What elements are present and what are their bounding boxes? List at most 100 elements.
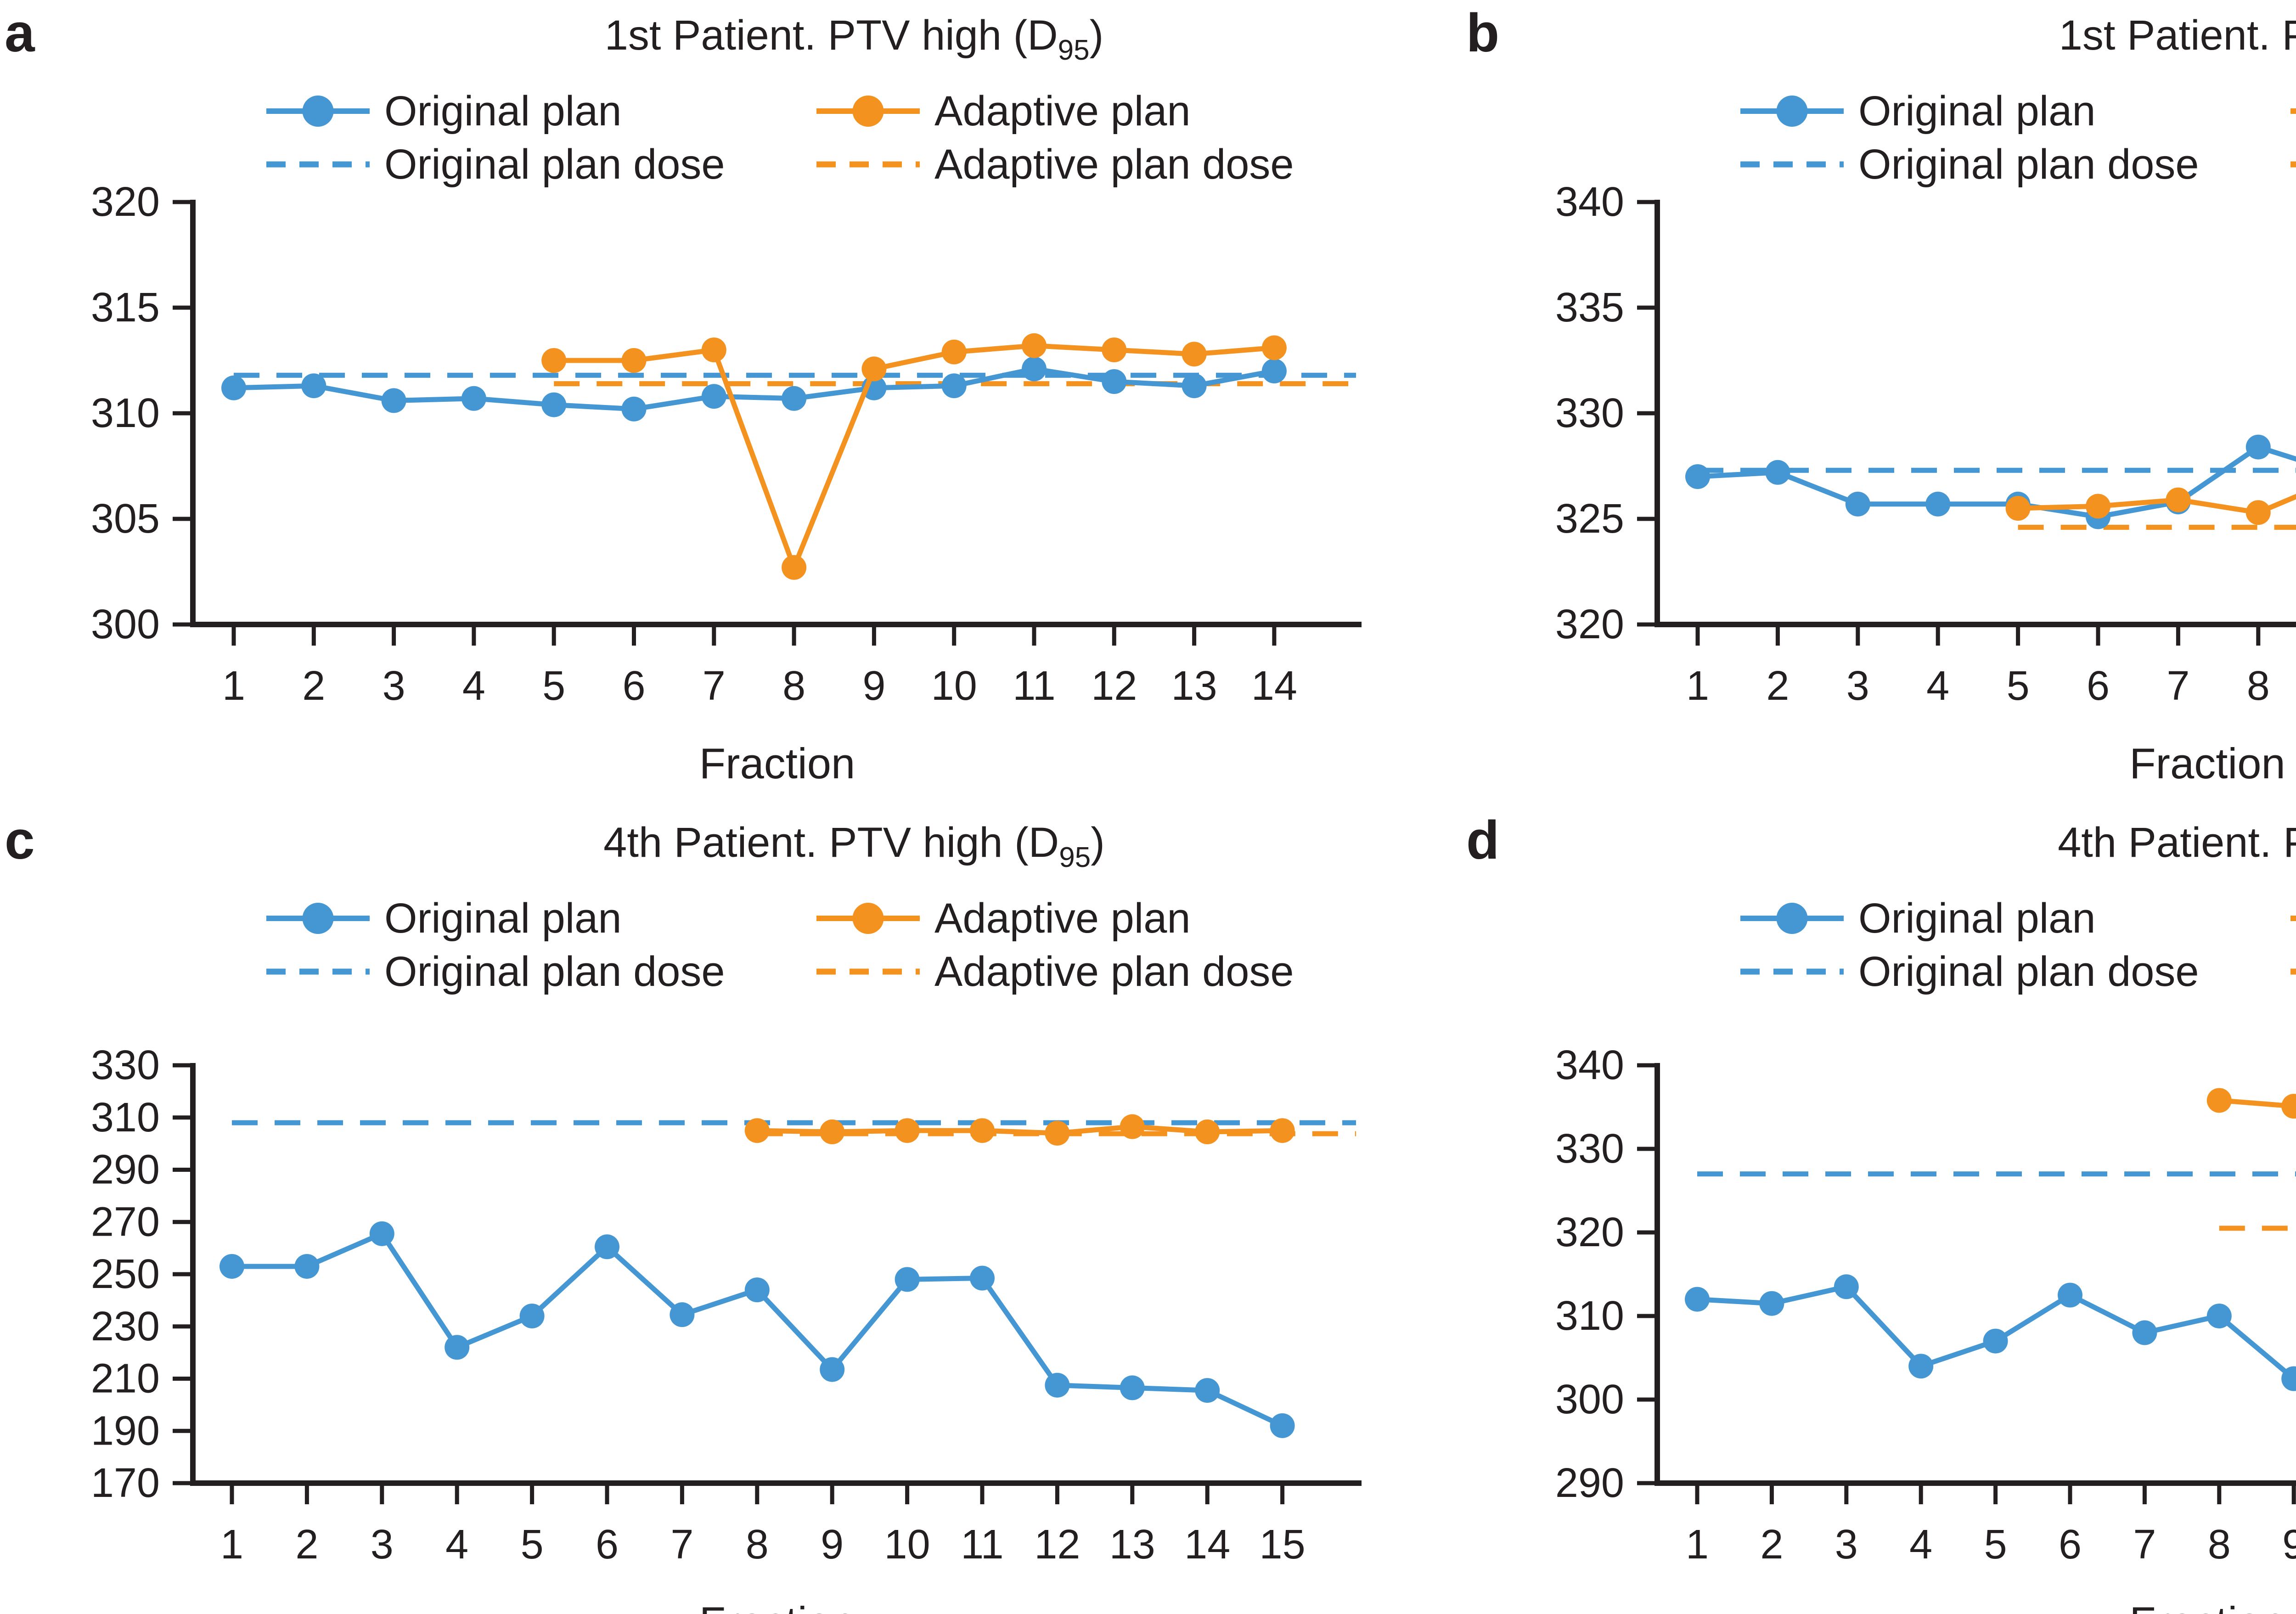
- x-tick-label: 1: [1686, 1522, 1709, 1568]
- x-tick-label: 4: [445, 1522, 468, 1568]
- data-point-marker: [1270, 1413, 1295, 1438]
- x-tick-label: 8: [2208, 1522, 2231, 1568]
- data-point-marker: [1195, 1378, 1220, 1403]
- panel-c: c 4th Patient. PTV high (D95) Original pla…: [0, 807, 1391, 1614]
- data-point-marker: [744, 1277, 770, 1303]
- data-point-marker: [1845, 491, 1870, 517]
- x-tick-label: 2: [1766, 663, 1789, 709]
- x-axis-title: Fraction: [2129, 1598, 2285, 1614]
- legend-item-adaptive-plan-dose: Adaptive plan dose: [2290, 968, 2296, 975]
- data-point-marker: [820, 1357, 845, 1382]
- series-original-plan: [1685, 1274, 2296, 1391]
- data-point-marker: [2281, 1366, 2296, 1391]
- x-tick-label: 5: [521, 1522, 544, 1568]
- x-tick-label: 7: [703, 663, 726, 709]
- x-tick-label: 6: [2087, 663, 2110, 709]
- data-point-marker: [1759, 1291, 1784, 1316]
- x-tick-label: 2: [1760, 1522, 1783, 1568]
- x-tick-label: 9: [862, 663, 885, 709]
- x-tick-label: 4: [1926, 663, 1949, 709]
- data-point-marker: [895, 1118, 920, 1143]
- data-point-marker: [861, 356, 887, 382]
- legend-item-original-plan: Original plan: [266, 895, 622, 942]
- panel-letter: a: [5, 3, 35, 63]
- x-tick-label: 9: [821, 1522, 844, 1568]
- data-point-marker: [369, 1221, 394, 1246]
- x-tick-label: 7: [2133, 1522, 2156, 1568]
- x-tick-label: 13: [1171, 663, 1217, 709]
- series-original-plan: [1685, 434, 2296, 529]
- data-point-marker: [221, 375, 246, 400]
- x-axis-title: Fraction: [699, 1598, 855, 1614]
- legend-item-original-plan: Original plan: [1740, 895, 2096, 942]
- legend: Original plan Adaptive plan Original plan …: [1740, 88, 2296, 188]
- data-point-marker: [1045, 1120, 1070, 1146]
- y-tick-label: 290: [1555, 1460, 1624, 1506]
- legend-marker-icon: [852, 903, 884, 934]
- x-tick-label: 8: [746, 1522, 769, 1568]
- x-tick-label: 5: [542, 663, 565, 709]
- chart-panel-b: b 1st Patient. PTV high (Dmean) Original p…: [1466, 3, 2296, 787]
- y-tick-label: 310: [91, 390, 160, 436]
- y-tick-label: 230: [91, 1304, 160, 1350]
- legend-item-original-plan-dose: Original plan dose: [266, 948, 725, 995]
- data-point-marker: [2058, 1282, 2082, 1308]
- series-line: [2015, 494, 2296, 515]
- legend: Original plan Adaptive plan Original plan …: [1740, 895, 2296, 995]
- series-adaptive-plan: [2005, 487, 2296, 525]
- legend-label: Adaptive plan: [934, 88, 1191, 135]
- y-tick-label: 340: [1555, 1042, 1624, 1088]
- series-original-plan: [219, 1221, 1295, 1438]
- y-tick-label: 320: [1555, 602, 1624, 647]
- x-tick-label: 4: [462, 663, 485, 709]
- x-tick-label: 3: [383, 663, 405, 709]
- chart-panel-a: a 1st Patient. PTV high (D95) Original pla…: [5, 3, 1362, 787]
- y-tick-label: 330: [1555, 1126, 1624, 1172]
- y-tick-label: 190: [91, 1408, 160, 1454]
- legend-label: Original plan dose: [384, 948, 725, 995]
- legend-label: Original plan: [384, 88, 622, 135]
- legend-label: Original plan dose: [1858, 948, 2199, 995]
- data-point-marker: [1182, 342, 1207, 367]
- data-point-marker: [1685, 1287, 1710, 1312]
- x-tick-label: 3: [371, 1522, 394, 1568]
- data-point-marker: [782, 386, 807, 411]
- data-point-marker: [1925, 491, 1951, 517]
- legend-item-adaptive-plan: Adaptive plan: [816, 88, 1191, 135]
- x-tick-label: 1: [220, 1522, 243, 1568]
- series-line: [1695, 444, 2296, 519]
- legend-item-adaptive-plan: Adaptive plan: [2290, 108, 2296, 114]
- data-point-marker: [1908, 1354, 1934, 1379]
- legend-label: Original plan: [1858, 88, 2096, 135]
- legend-item-original-plan-dose: Original plan dose: [1740, 948, 2199, 995]
- panel-b: b 1st Patient. PTV high (Dmean) Original p…: [1391, 0, 2296, 807]
- data-point-marker: [1022, 356, 1047, 382]
- panel-letter: d: [1466, 810, 1499, 871]
- y-tick-label: 330: [1555, 390, 1624, 436]
- x-tick-label: 6: [596, 1522, 619, 1568]
- data-point-marker: [895, 1267, 920, 1292]
- data-point-marker: [1261, 335, 1287, 360]
- legend-label: Original plan: [384, 895, 622, 942]
- x-tick-label: 7: [2167, 663, 2189, 709]
- legend-label: Adaptive plan dose: [934, 948, 1294, 995]
- panel-title: 4th Patient. PTV high (Dmean): [2058, 819, 2296, 873]
- data-point-marker: [2206, 1304, 2232, 1328]
- data-point-marker: [1022, 333, 1047, 358]
- legend-item-original-plan-dose: Original plan dose: [1740, 141, 2199, 188]
- data-point-marker: [1270, 1118, 1295, 1143]
- data-point-marker: [970, 1118, 995, 1143]
- data-point-marker: [1765, 460, 1790, 485]
- data-point-marker: [1102, 369, 1127, 394]
- legend-marker-icon: [1776, 903, 1808, 934]
- x-tick-label: 3: [1846, 663, 1869, 709]
- data-point-marker: [2166, 487, 2191, 512]
- x-tick-label: 8: [2247, 663, 2270, 709]
- data-point-marker: [701, 384, 726, 409]
- legend-label: Original plan dose: [384, 141, 725, 188]
- legend-item-original-plan: Original plan: [1740, 88, 2096, 135]
- data-point-marker: [1685, 464, 1710, 489]
- legend-label: Original plan dose: [1858, 141, 2199, 188]
- legend-marker-icon: [302, 96, 334, 127]
